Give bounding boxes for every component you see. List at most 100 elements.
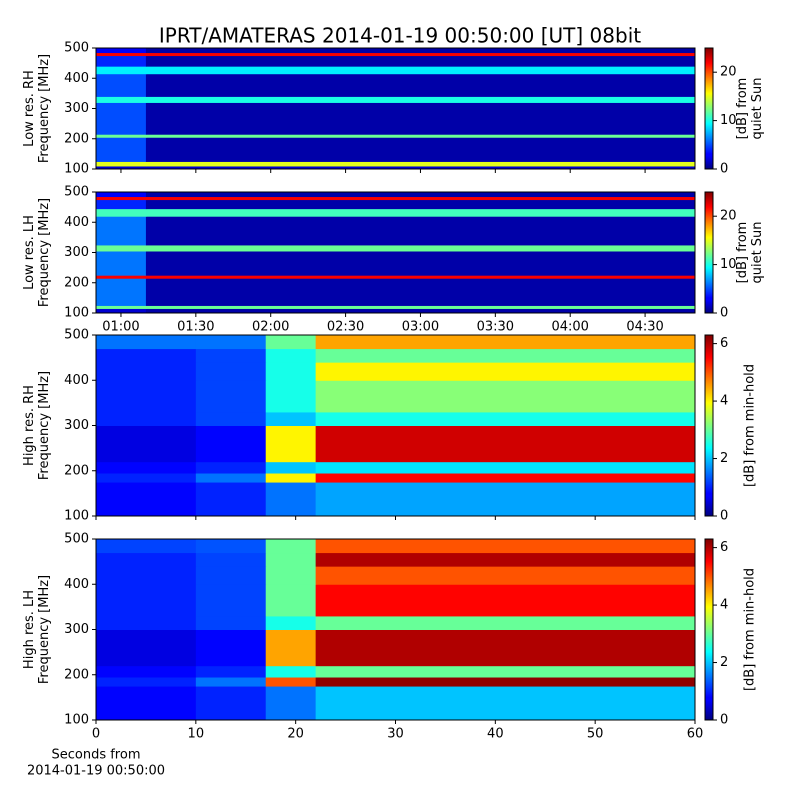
heatmap-cell bbox=[265, 677, 317, 687]
x-tick-label: 04:00 bbox=[551, 320, 588, 335]
colorbar-label: quiet Sun bbox=[750, 221, 765, 283]
heatmap-cell bbox=[315, 380, 696, 413]
heatmap-cell bbox=[315, 425, 696, 463]
colorbar-tick-label: 0 bbox=[720, 713, 728, 728]
heatmap-cell bbox=[265, 539, 317, 554]
heatmap-cell bbox=[265, 411, 317, 426]
heatmap-cell bbox=[315, 335, 696, 350]
heatmap-cell bbox=[195, 665, 267, 678]
heatmap-cell bbox=[195, 566, 267, 585]
heatmap-cell bbox=[195, 584, 267, 617]
x-tick-label: 50 bbox=[587, 727, 604, 742]
heatmap-cell bbox=[195, 362, 267, 381]
colorbar-label: [dB] from min-hold bbox=[743, 568, 758, 691]
heatmap-cell bbox=[315, 552, 696, 567]
colorbar-tick-label: 0 bbox=[720, 306, 728, 321]
y-tick-label: 400 bbox=[64, 373, 89, 388]
heatmap-cell bbox=[96, 615, 197, 630]
y-tick-label: 200 bbox=[64, 131, 89, 146]
y-axis-label: Frequency [MHz] bbox=[37, 371, 52, 480]
colorbar-tick-label: 2 bbox=[720, 655, 728, 670]
heatmap-cell bbox=[315, 584, 696, 617]
y-tick-label: 300 bbox=[64, 245, 89, 260]
y-tick-label: 400 bbox=[64, 215, 89, 230]
heatmap-cell bbox=[145, 165, 696, 170]
heatmap-cell bbox=[96, 73, 147, 97]
heatmap-cell bbox=[96, 250, 147, 276]
heatmap-cell bbox=[315, 482, 696, 517]
heatmap-cell bbox=[195, 677, 267, 687]
heatmap-cell bbox=[265, 335, 317, 350]
heatmap-cell bbox=[145, 250, 696, 276]
figure-title: IPRT/AMATERAS 2014-01-19 00:50:00 [UT] 0… bbox=[159, 24, 641, 48]
heatmap-cell bbox=[265, 348, 317, 363]
heatmap-cell bbox=[265, 380, 317, 413]
y-tick-label: 100 bbox=[64, 509, 89, 524]
heatmap-cell bbox=[145, 73, 696, 97]
heatmap-cell bbox=[96, 96, 147, 103]
heatmap-cell bbox=[96, 335, 197, 350]
heatmap-cell bbox=[265, 425, 317, 463]
heatmap-cell bbox=[145, 96, 696, 103]
y-tick-label: 500 bbox=[64, 41, 89, 56]
colorbar bbox=[704, 334, 714, 517]
x-axis-label: Seconds from bbox=[51, 748, 140, 763]
y-tick-label: 200 bbox=[64, 463, 89, 478]
heatmap-cell bbox=[96, 686, 197, 721]
heatmap-cell bbox=[265, 665, 317, 678]
heatmap-cell bbox=[315, 665, 696, 678]
heatmap-cell bbox=[145, 192, 696, 198]
heatmap-cell bbox=[96, 677, 197, 687]
y-tick-label: 500 bbox=[64, 328, 89, 343]
heatmap-cell bbox=[315, 539, 696, 554]
heatmap-cell bbox=[265, 615, 317, 630]
heatmap-cell bbox=[195, 539, 267, 554]
heatmap-cell bbox=[265, 362, 317, 381]
heatmap-cell bbox=[96, 584, 197, 617]
heatmap-cell bbox=[96, 48, 147, 54]
heatmap-cell bbox=[96, 566, 197, 585]
heatmap-cell bbox=[265, 552, 317, 567]
x-tick-label: 40 bbox=[487, 727, 504, 742]
colorbar-label: [dB] from bbox=[735, 78, 750, 140]
y-axis-label: Frequency [MHz] bbox=[37, 575, 52, 684]
x-tick-label: 03:30 bbox=[477, 320, 514, 335]
heatmap-cell bbox=[145, 199, 696, 210]
heatmap-cell bbox=[96, 305, 147, 309]
heatmap-cell bbox=[145, 308, 696, 314]
colorbar-label: [dB] from bbox=[735, 222, 750, 284]
y-tick-label: 400 bbox=[64, 71, 89, 86]
heatmap-cell bbox=[96, 380, 197, 413]
y-tick-label: 500 bbox=[64, 185, 89, 200]
heatmap-cell bbox=[315, 362, 696, 381]
heatmap-cell bbox=[96, 665, 197, 678]
heatmap-cell bbox=[265, 473, 317, 483]
heatmap-cell bbox=[195, 629, 267, 667]
x-axis-label: 2014-01-19 00:50:00 bbox=[27, 764, 165, 779]
heatmap-cell bbox=[315, 461, 696, 474]
y-tick-label: 300 bbox=[64, 622, 89, 637]
colorbar-tick-label: 10 bbox=[720, 113, 737, 128]
heatmap-cell bbox=[96, 629, 197, 667]
x-tick-label: 03:00 bbox=[402, 320, 439, 335]
colorbar-tick-label: 2 bbox=[720, 451, 728, 466]
x-tick-label: 0 bbox=[92, 727, 100, 742]
heatmap-cell bbox=[315, 348, 696, 363]
heatmap-cell bbox=[96, 278, 147, 306]
heatmap-cell bbox=[195, 615, 267, 630]
heatmap-cell bbox=[145, 278, 696, 306]
x-tick-label: 60 bbox=[687, 727, 704, 742]
y-tick-label: 400 bbox=[64, 577, 89, 592]
heatmap-cell bbox=[96, 66, 147, 75]
heatmap-cell bbox=[96, 308, 147, 314]
heatmap-cell bbox=[265, 461, 317, 474]
x-tick-label: 01:00 bbox=[102, 320, 139, 335]
x-tick-label: 10 bbox=[188, 727, 205, 742]
heatmap-cell bbox=[145, 275, 696, 279]
colorbar bbox=[704, 191, 714, 314]
heatmap-cell bbox=[265, 566, 317, 585]
heatmap-cell bbox=[96, 199, 147, 210]
heatmap-cell bbox=[195, 380, 267, 413]
colorbar-tick-label: 4 bbox=[720, 598, 728, 613]
